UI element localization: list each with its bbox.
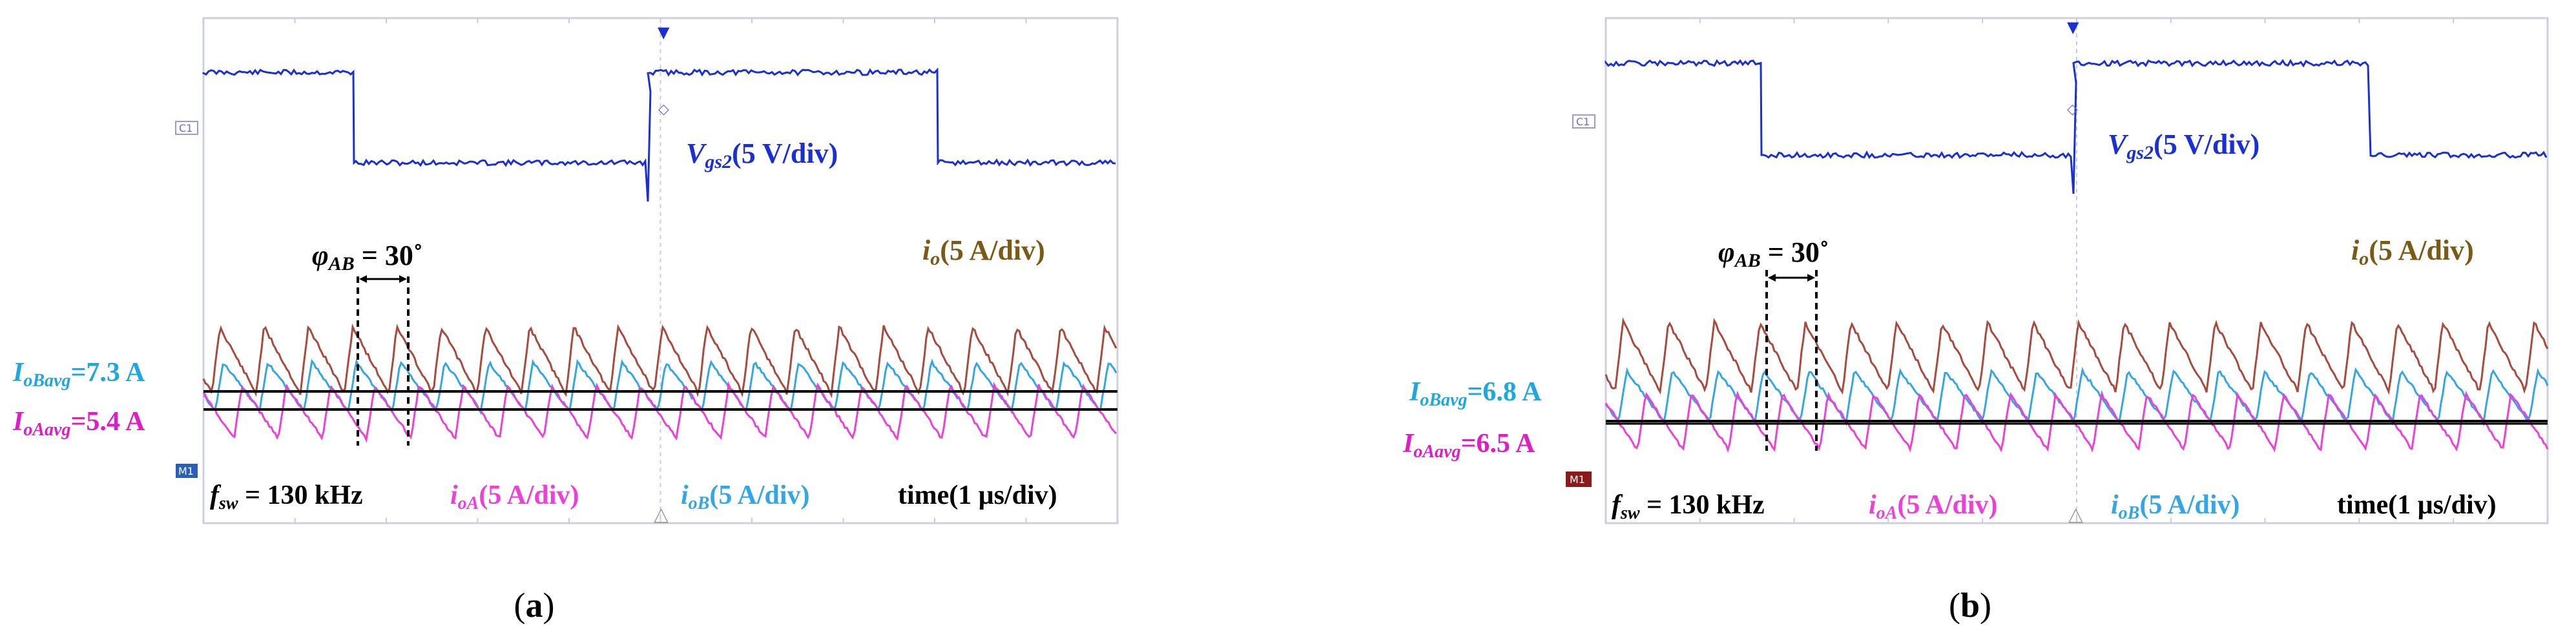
trigger-diamond-icon: ◇ (658, 101, 669, 118)
caption-a: (a) (514, 586, 555, 625)
io-label: io(5 A/div) (2351, 234, 2474, 269)
ioB-label: ioB(5 A/div) (681, 481, 810, 513)
ioA-label: ioA(5 A/div) (450, 481, 579, 513)
ioA-average-label: IoAavg=6.5 A (1402, 429, 1535, 462)
ioB-label: ioB(5 A/div) (2111, 490, 2240, 523)
ioB-average-label: IoBavg=6.8 A (1409, 377, 1542, 410)
trigger-icon: ▼ (2067, 18, 2079, 36)
vgs2-trace (1605, 59, 2548, 194)
time-scale-label: time(1 μs/div) (2337, 490, 2497, 520)
trigger-icon: ▼ (658, 23, 670, 41)
time-scale-label: time(1 μs/div) (898, 481, 1057, 510)
channel-c1-label: C1 (1576, 116, 1590, 128)
phase-label: φAB = 30˚ (312, 240, 423, 274)
math-m1-tag (176, 464, 198, 478)
math-m1-label: M1 (1570, 473, 1585, 486)
phase-label: φAB = 30˚ (1718, 236, 1829, 271)
ioA-trace (202, 380, 1117, 443)
panel-a: ▼ ◇ △ C1 M1 Vgs2(5 V/div) io(5 A/div) φA… (12, 17, 1119, 625)
channel-c1-label: C1 (179, 122, 192, 134)
ioA-trace (1605, 389, 2549, 453)
channel-c1-tag (1572, 114, 1595, 129)
ioA-average-label: IoAavg=5.4 A (12, 407, 145, 440)
math-m1-label: M1 (178, 465, 194, 477)
io-trace (1605, 317, 2549, 395)
trigger-diamond-icon: ◇ (2067, 101, 2078, 118)
io-label: io(5 A/div) (922, 234, 1045, 269)
math-m1-tag (1566, 471, 1592, 487)
ioA-label: ioA(5 A/div) (1869, 490, 1998, 523)
ioB-average-label: IoBavg=7.3 A (12, 358, 145, 391)
panel-b: ▼ ◇ △ C1 M1 Vgs2(5 V/div) io(5 A/div) φA… (1402, 17, 2549, 625)
vgs2-label: Vgs2(5 V/div) (2108, 129, 2259, 163)
caption-b: (b) (1949, 586, 1991, 625)
fsw-label: fsw = 130 kHz (210, 481, 363, 513)
vgs2-label: Vgs2(5 V/div) (686, 138, 838, 172)
horizontal-position-icon: △ (654, 503, 669, 526)
horizontal-position-icon: △ (2068, 503, 2083, 526)
vgs2-trace (202, 67, 1116, 202)
fsw-label: fsw = 130 kHz (1612, 490, 1765, 523)
grid (1605, 18, 2548, 523)
channel-c1-tag (175, 121, 198, 135)
grid (203, 18, 1118, 523)
